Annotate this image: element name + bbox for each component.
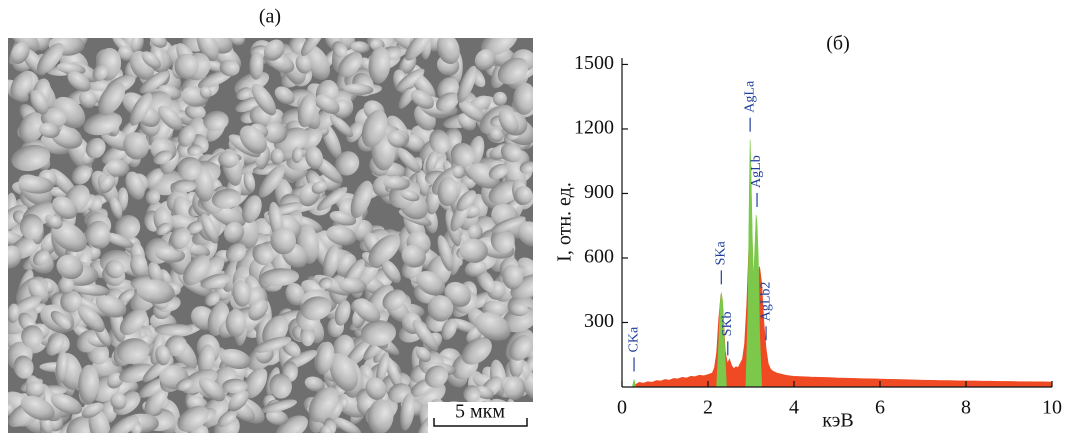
- x-tick-label: 4: [789, 397, 799, 419]
- annotation-label: AgLa: [742, 80, 757, 113]
- spectrum-area: [635, 236, 1052, 387]
- x-tick-label: 6: [875, 397, 885, 419]
- annotation-label: SKb: [720, 311, 735, 336]
- y-tick-label: 300: [584, 310, 614, 332]
- plot: 300 600 900 1200 1500 0 2 4 6 8 10 CKa SKa SKb AgLa AgL…: [574, 52, 1062, 419]
- y-tick-label: 1500: [574, 52, 614, 74]
- figure: (а) 5 мкм (б) кэВ I, отн. ед. 300 600 900 1…: [0, 0, 1069, 433]
- x-tick-label: 2: [703, 397, 713, 419]
- x-tick-label: 10: [1042, 397, 1062, 419]
- x-axis-label: кэВ: [822, 410, 853, 432]
- x-tick-label: 0: [617, 397, 627, 419]
- spectrum-area: [632, 140, 761, 387]
- panel-title: (а): [259, 6, 281, 28]
- annotation-label: SKa: [714, 240, 729, 265]
- chart-title: (б): [826, 33, 850, 55]
- y-tick-label: 900: [584, 181, 614, 203]
- y-axis-label: I, отн. ед.: [554, 182, 576, 262]
- annotation-label: CKa: [626, 326, 641, 352]
- annotation-label: AgLb: [749, 155, 764, 188]
- annotation-label: AgLb2: [758, 282, 773, 322]
- y-tick-label: 600: [584, 246, 614, 268]
- y-tick-label: 1200: [574, 117, 614, 139]
- x-tick-label: 8: [961, 397, 971, 419]
- scale-bar-label: 5 мкм: [455, 401, 505, 423]
- page: (а) 5 мкм (б) кэВ I, отн. ед. 300 600 900 1…: [0, 0, 1069, 433]
